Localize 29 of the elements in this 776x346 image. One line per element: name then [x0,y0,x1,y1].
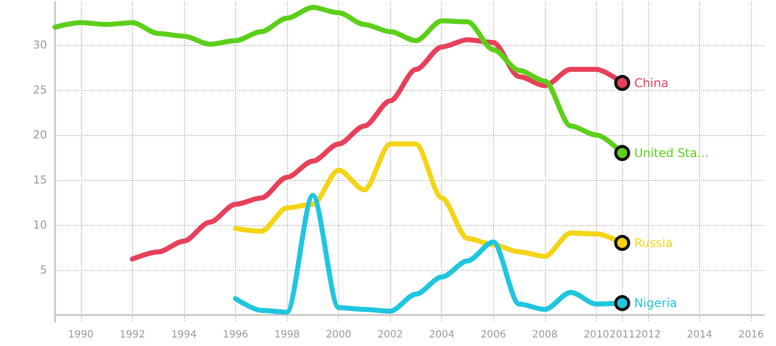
series-label: Russia [634,236,673,250]
series-label: United Sta... [634,146,709,160]
x-tick-label: 1990 [68,330,94,340]
x-tick-label: 2006 [480,330,506,340]
x-tick-label: 2012 [635,330,661,340]
y-tick-label: 10 [33,218,47,232]
x-tick-label: 1992 [120,330,146,340]
x-tick-label: 2000 [326,330,352,340]
x-tick-label: 2004 [429,330,454,340]
x-tick-label: 2016 [738,330,764,340]
x-tick-label: 2010 [584,330,610,340]
y-tick-label: 20 [33,128,47,142]
x-tick-label: 1998 [274,330,300,340]
series-label: Nigeria [634,296,678,310]
x-tick-label: 2014 [686,330,712,340]
point [614,145,630,162]
x-tick-label: 2002 [377,330,403,340]
point [614,74,630,91]
y-tick-label: 5 [40,263,47,276]
x-tick-label: 2008 [532,330,558,340]
y-tick-label: 15 [33,173,47,186]
point [614,234,630,251]
x-tick-label: 1994 [171,330,197,340]
y-tick-label: 30 [33,38,47,52]
point [614,295,630,312]
x-tick-label: 1996 [222,330,248,340]
x-tick-label: 2011 [609,330,635,340]
series-label: China [634,76,668,90]
y-tick-label: 25 [33,84,47,97]
